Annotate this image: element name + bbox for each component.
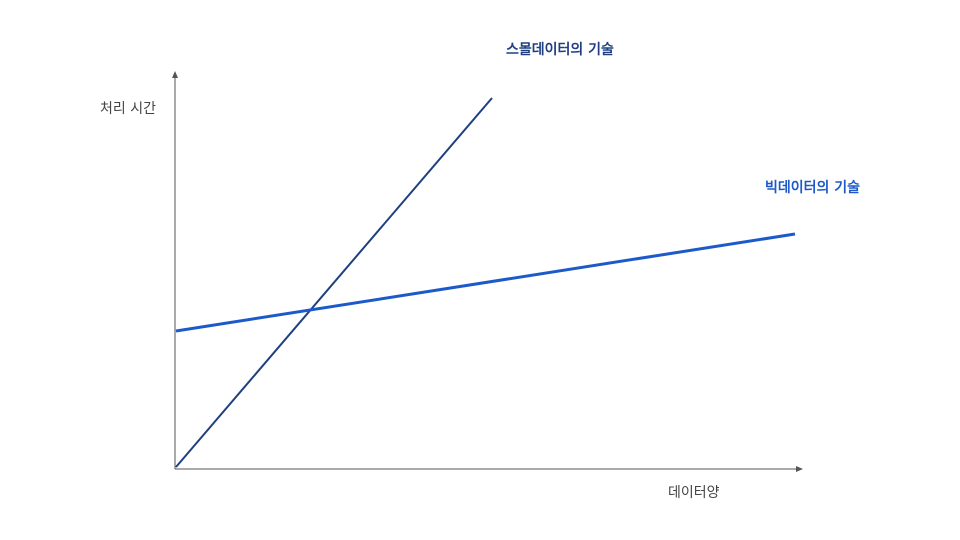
y-axis-label: 처리 시간 [100,101,156,117]
big-data-label: 빅데이터의 기술 [765,180,861,196]
x-axis-label: 데이터양 [668,485,720,501]
small-data-label: 스몰데이터의 기술 [506,42,614,58]
big-data-line [175,232,796,333]
small-data-line [175,97,493,468]
